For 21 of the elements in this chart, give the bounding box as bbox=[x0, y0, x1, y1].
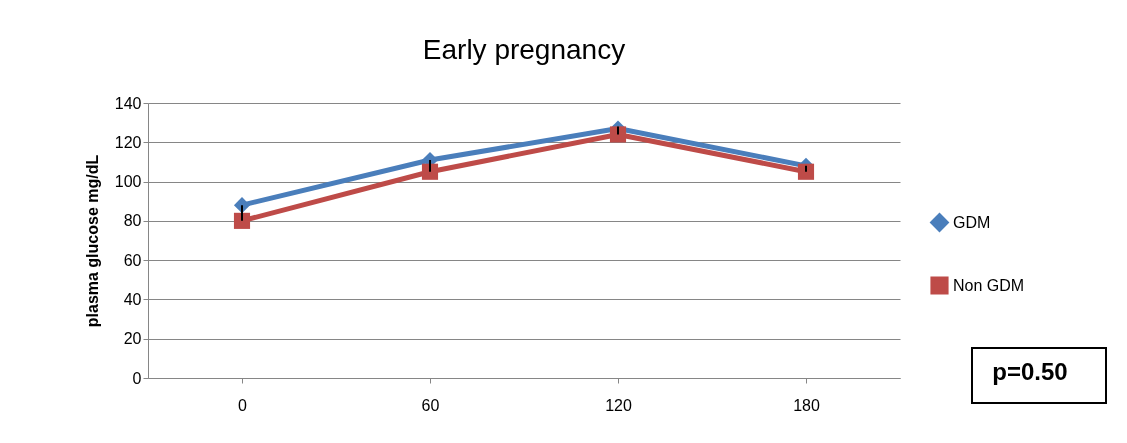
x-tick-label: 180 bbox=[793, 396, 820, 414]
y-tick-label: 40 bbox=[123, 290, 142, 308]
point bbox=[797, 163, 815, 180]
x-tick-label: 0 bbox=[238, 396, 248, 414]
y-axis-title: plasma glucose mg/dL bbox=[83, 154, 101, 328]
y-tick-label: 120 bbox=[114, 133, 142, 151]
chart-title: Early pregnancy bbox=[422, 34, 626, 65]
y-tick-label: 20 bbox=[123, 330, 142, 348]
x-tick-label: 60 bbox=[421, 396, 440, 414]
point bbox=[421, 163, 439, 180]
y-tick-label: 100 bbox=[114, 173, 142, 191]
point bbox=[609, 126, 627, 143]
y-tick-label: 80 bbox=[123, 212, 142, 230]
text: p=0.50 bbox=[992, 358, 1068, 385]
legend-label: GDM bbox=[953, 213, 991, 231]
y-tick-label: 140 bbox=[114, 94, 142, 112]
legend-label: Non GDM bbox=[953, 276, 1025, 294]
x-tick-label: 120 bbox=[605, 396, 632, 414]
point bbox=[233, 212, 251, 229]
y-tick-label: 0 bbox=[132, 369, 142, 387]
y-tick-label: 60 bbox=[123, 251, 142, 269]
